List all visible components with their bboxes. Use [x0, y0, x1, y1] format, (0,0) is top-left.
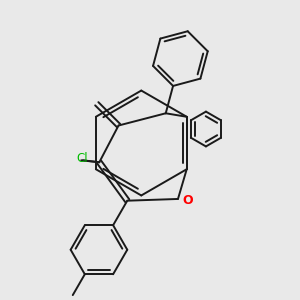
Text: Cl: Cl [77, 152, 88, 165]
Text: O: O [182, 194, 193, 207]
